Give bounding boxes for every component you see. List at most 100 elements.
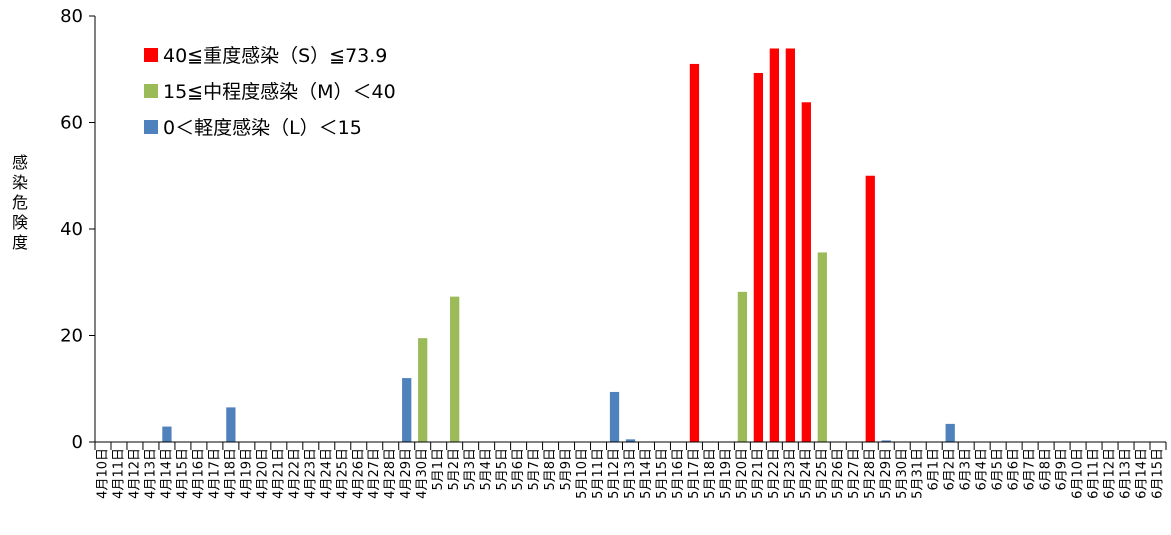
x-tick-label: 5月1日 (431, 448, 446, 491)
x-tick-label: 5月10日 (575, 448, 590, 499)
x-tick-label: 6月15日 (1151, 448, 1166, 499)
x-tick-label: 6月8日 (1039, 448, 1054, 491)
x-tick-label: 5月26日 (831, 448, 846, 499)
x-tick-label: 5月29日 (879, 448, 894, 499)
x-tick-label: 5月7日 (527, 448, 542, 491)
bar-2-32 (609, 391, 620, 442)
x-tick-label: 4月14日 (159, 448, 174, 499)
x-tick-label: 5月8日 (543, 448, 558, 491)
bar-2-19 (402, 378, 412, 442)
bar-0-41 (753, 72, 764, 442)
bar-0-48 (865, 175, 875, 442)
bar-1-22 (450, 296, 460, 442)
bar-2-8 (226, 407, 236, 442)
x-tick-label: 4月11日 (111, 448, 126, 499)
x-tick-label: 6月5日 (991, 448, 1006, 491)
x-tick-label: 4月19日 (239, 448, 254, 499)
x-tick-label: 5月18日 (703, 448, 718, 499)
y-tick-label: 20 (60, 326, 83, 347)
x-tick-label: 6月4日 (975, 448, 990, 491)
bar-0-44 (801, 102, 811, 442)
y-axis-title: 感染危険度 (12, 153, 28, 252)
x-tick-label: 5月19日 (719, 448, 734, 499)
bar-0-37 (689, 63, 700, 443)
x-tick-label: 5月21日 (751, 448, 766, 499)
x-tick-label: 6月2日 (943, 448, 958, 491)
bar-1-40 (737, 291, 748, 442)
bars-layer (162, 48, 955, 443)
x-tick-label: 6月11日 (1087, 448, 1102, 499)
x-tick-label: 5月12日 (607, 448, 622, 499)
x-tick-label: 6月6日 (1007, 448, 1022, 491)
x-tick-label: 6月12日 (1103, 448, 1118, 499)
x-tick-label: 4月12日 (127, 448, 142, 499)
x-tick-label: 6月14日 (1135, 448, 1150, 499)
x-tick-label: 6月13日 (1119, 448, 1134, 499)
x-tick-label: 5月23日 (783, 448, 798, 499)
x-tick-label: 4月24日 (319, 448, 334, 499)
legend-swatch (144, 48, 158, 62)
x-tick-label: 5月3日 (463, 448, 478, 491)
x-tick-label: 5月28日 (863, 448, 878, 499)
bar-1-20 (418, 338, 428, 442)
x-tick-label: 5月15日 (655, 448, 670, 499)
x-tick-label: 4月15日 (175, 448, 190, 499)
bar-2-4 (162, 426, 172, 442)
x-tick-label: 5月2日 (447, 448, 462, 491)
x-tick-label: 5月9日 (559, 448, 574, 491)
y-axis-label: 感染危険度 (12, 153, 28, 252)
x-tick-label: 6月10日 (1071, 448, 1086, 499)
x-tick-label: 4月17日 (207, 448, 222, 499)
bar-2-33 (625, 439, 636, 442)
legend-swatch (144, 120, 158, 134)
x-tick-label: 4月10日 (95, 448, 110, 499)
bar-0-42 (769, 48, 779, 442)
x-tick-label: 5月30日 (895, 448, 910, 499)
x-tick-label: 5月22日 (767, 448, 782, 499)
x-tick-label: 4月27日 (367, 448, 382, 499)
x-tick-label: 4月28日 (383, 448, 398, 499)
x-tick-label: 4月21日 (271, 448, 286, 499)
bar-0-43 (785, 48, 795, 442)
x-tick-label: 5月16日 (671, 448, 686, 499)
x-tick-label: 5月5日 (495, 448, 510, 491)
bar-2-49 (881, 440, 891, 442)
x-tick-label: 5月24日 (799, 448, 814, 499)
x-tick-label: 4月22日 (287, 448, 302, 499)
x-tick-label: 5月13日 (623, 448, 638, 499)
x-tick-label: 4月23日 (303, 448, 318, 499)
legend-label: 0＜軽度感染（L）＜15 (163, 117, 362, 139)
x-tick-label: 4月16日 (191, 448, 206, 499)
x-tick-label: 6月1日 (927, 448, 942, 491)
axes (94, 16, 1166, 443)
x-tick-label: 4月13日 (143, 448, 158, 499)
x-tick-label: 4月26日 (351, 448, 366, 499)
x-tick-label: 4月29日 (399, 448, 414, 499)
x-tick-label: 5月4日 (479, 448, 494, 491)
x-tick-label: 5月11日 (591, 448, 606, 499)
x-tick-label: 4月30日 (415, 448, 430, 499)
x-tick-label: 6月7日 (1023, 448, 1038, 491)
y-tick-label: 40 (60, 219, 83, 240)
legend-swatch (144, 84, 158, 98)
bar-1-45 (817, 252, 827, 442)
x-tick-label: 5月31日 (911, 448, 926, 499)
y-tick-label: 80 (60, 6, 83, 27)
legend: 40≦重度感染（S）≦73.9 15≦中程度感染（M）＜40 0＜軽度感染（L）＜1… (144, 45, 396, 139)
y-tick-label: 0 (72, 432, 83, 453)
legend-label: 15≦中程度感染（M）＜40 (163, 81, 396, 103)
x-tick-label: 6月3日 (959, 448, 974, 491)
x-tick-label: 4月25日 (335, 448, 350, 499)
x-tick-label: 4月18日 (223, 448, 238, 499)
x-tick-label: 5月17日 (687, 448, 702, 499)
x-tick-label: 6月9日 (1055, 448, 1070, 491)
x-tick-label: 4月20日 (255, 448, 270, 499)
bar-2-53 (945, 423, 955, 442)
legend-label: 40≦重度感染（S）≦73.9 (163, 45, 387, 67)
x-tick-label: 5月27日 (847, 448, 862, 499)
y-tick-label: 60 (60, 113, 83, 134)
x-tick-label: 5月14日 (639, 448, 654, 499)
x-tick-label: 5月20日 (735, 448, 750, 499)
x-tick-label: 5月6日 (511, 448, 526, 491)
